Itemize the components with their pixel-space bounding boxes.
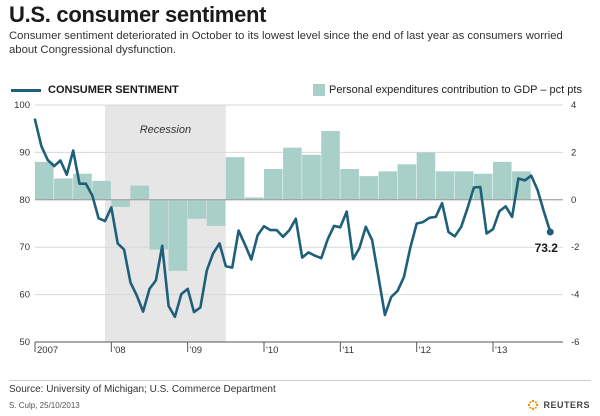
gdp-bar bbox=[168, 199, 188, 271]
legend-bar-swatch bbox=[313, 84, 325, 96]
brand-logo: REUTERS bbox=[527, 399, 590, 411]
gdp-bar bbox=[130, 185, 150, 200]
gdp-bar bbox=[283, 147, 302, 200]
gdp-bar bbox=[206, 199, 226, 226]
credit-note: S. Culp, 25/10/2013 bbox=[9, 401, 80, 410]
right-tick-label: -6 bbox=[571, 337, 579, 348]
brand-text: REUTERS bbox=[543, 400, 590, 410]
gdp-bar bbox=[244, 197, 264, 200]
gdp-bar bbox=[92, 180, 111, 200]
gdp-bar bbox=[435, 171, 455, 200]
sentiment-last-point bbox=[546, 228, 554, 236]
right-tick-label: -4 bbox=[571, 290, 579, 301]
left-tick-label: 100 bbox=[14, 100, 30, 111]
footer-divider bbox=[9, 380, 591, 381]
x-tick-label: '09 bbox=[190, 345, 202, 356]
right-tick-label: 4 bbox=[571, 100, 576, 111]
gdp-bar bbox=[35, 161, 54, 200]
chart-subtitle: Consumer sentiment deteriorated in Octob… bbox=[9, 30, 563, 56]
last-value-label: 73.2 bbox=[535, 241, 559, 255]
left-tick-label: 60 bbox=[19, 290, 30, 301]
left-tick-label: 50 bbox=[19, 337, 30, 348]
gdp-bar bbox=[187, 199, 207, 219]
gdp-bar bbox=[149, 199, 169, 250]
legend-line-label: CONSUMER SENTIMENT bbox=[48, 84, 179, 96]
gdp-bar bbox=[359, 176, 379, 200]
gdp-bar bbox=[54, 178, 73, 200]
gdp-bar bbox=[302, 154, 321, 200]
x-tick-label: '10 bbox=[266, 345, 278, 356]
x-tick-label: 2007 bbox=[37, 345, 58, 356]
recession-label: Recession bbox=[140, 124, 191, 136]
left-tick-label: 90 bbox=[19, 147, 30, 158]
gdp-bar bbox=[111, 199, 130, 207]
source-note: Source: University of Michigan; U.S. Com… bbox=[9, 384, 276, 395]
gdp-bar bbox=[264, 168, 283, 200]
sentiment-line bbox=[33, 118, 552, 319]
legend-bar-label: Personal expenditures contribution to GD… bbox=[329, 84, 582, 96]
gdp-bar bbox=[416, 152, 436, 200]
x-tick-label: '08 bbox=[113, 345, 125, 356]
gdp-bar bbox=[454, 171, 474, 200]
left-tick-label: 70 bbox=[19, 242, 30, 253]
gdp-bar bbox=[493, 161, 512, 200]
chart-title: U.S. consumer sentiment bbox=[9, 2, 267, 27]
legend-line-swatch bbox=[11, 89, 41, 92]
right-tick-label: 0 bbox=[571, 195, 576, 206]
gdp-bar bbox=[321, 131, 340, 200]
gdp-bar bbox=[473, 173, 493, 200]
gdp-bar bbox=[225, 157, 245, 200]
left-tick-label: 80 bbox=[19, 195, 30, 206]
right-tick-label: 2 bbox=[571, 147, 576, 158]
gdp-bar bbox=[378, 171, 398, 200]
x-tick-label: '12 bbox=[419, 345, 431, 356]
reuters-dots-icon bbox=[528, 399, 539, 411]
gdp-bar bbox=[397, 164, 417, 200]
gdp-bar bbox=[340, 168, 359, 200]
x-tick-label: '13 bbox=[495, 345, 507, 356]
x-tick-label: '11 bbox=[342, 345, 354, 356]
right-tick-label: -2 bbox=[571, 242, 579, 253]
